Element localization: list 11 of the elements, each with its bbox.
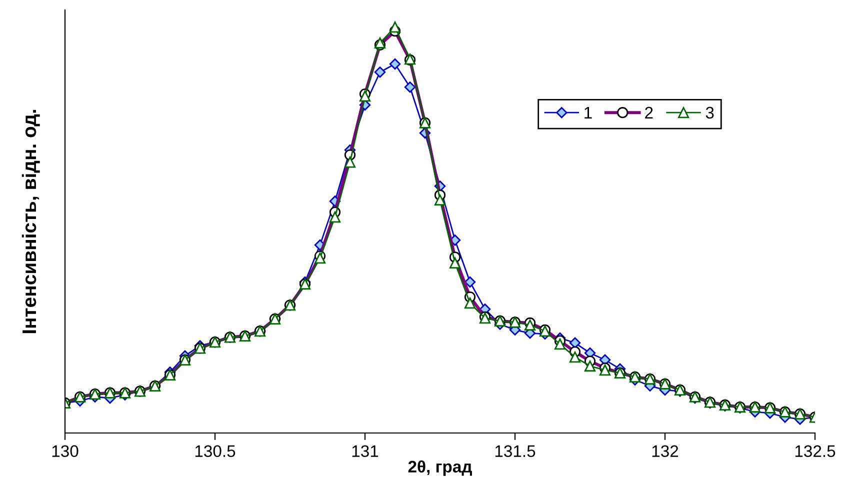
x-tick-label: 132.5 [795,445,836,458]
x-tick-label: 131 [352,445,378,458]
legend-label: 3 [706,106,714,119]
legend-label: 2 [645,106,653,118]
x-tick-label: 132 [652,445,678,458]
legend-label: 1 [584,106,592,118]
x-tick-label: 131.5 [495,445,536,458]
x-tick-label: 130 [52,445,78,458]
y-axis-title: Інтенсивність, відн. од. [22,110,40,334]
x-tick-label: 130.5 [195,445,236,458]
x-axis-title: 2θ, град [408,460,472,476]
